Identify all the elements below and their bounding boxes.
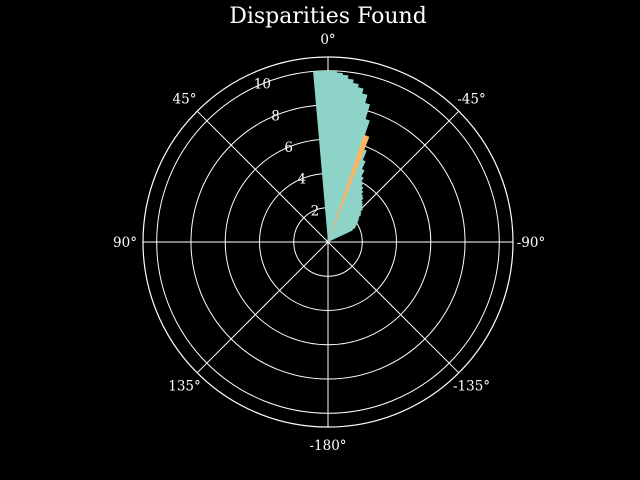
theta-gridline: [327, 241, 460, 374]
theta-tick-label: -180°: [309, 438, 346, 454]
disparity-wedge: [328, 134, 370, 242]
r-tick-label: 4: [298, 172, 307, 188]
theta-tick-label: 90°: [113, 235, 137, 251]
theta-gridline: [196, 110, 329, 243]
histogram-area: [313, 70, 371, 242]
chart-title: Disparities Found: [229, 4, 427, 29]
data-layer: [313, 70, 371, 242]
r-gridline: [156, 70, 500, 414]
theta-tick-label: -90°: [517, 235, 546, 251]
theta-tick-label: -45°: [457, 92, 486, 108]
r-tick-label: 10: [254, 77, 271, 93]
polar-spine: [142, 56, 514, 428]
theta-tick-label: 135°: [168, 379, 201, 395]
theta-tick-label: 0°: [320, 32, 335, 48]
theta-gridline: [196, 241, 329, 374]
r-tick-label: 6: [284, 140, 293, 156]
theta-tick-label: -135°: [453, 379, 490, 395]
r-tick-label: 8: [271, 108, 280, 124]
r-tick-label: 2: [311, 203, 320, 219]
theta-tick-label: 45°: [173, 92, 197, 108]
